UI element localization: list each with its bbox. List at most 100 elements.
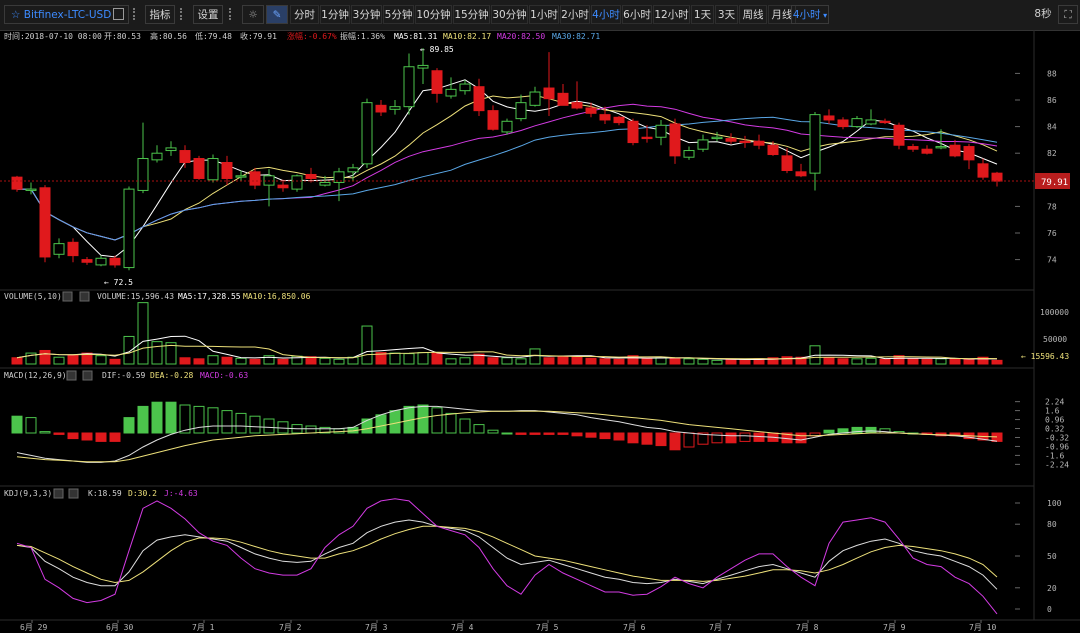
candle-body — [95, 257, 107, 266]
volume-last-label: ← 15596.43 — [1021, 352, 1069, 361]
macd-title: MACD(12,26,9) — [4, 371, 67, 380]
macd-bar — [641, 432, 653, 445]
candle-body — [739, 140, 751, 144]
volume-bar — [767, 357, 779, 365]
volume-bar — [571, 356, 583, 365]
d-line — [16, 525, 998, 584]
macd-bar — [249, 415, 261, 434]
candle-body — [921, 148, 933, 154]
indicators-button[interactable]: 指标 — [145, 5, 175, 24]
price-tick-label: 76 — [1047, 229, 1057, 238]
grid — [0, 30, 1080, 621]
volume-bar — [655, 357, 667, 365]
macd-settings-icon[interactable] — [66, 370, 77, 381]
symbol-selector[interactable]: ☆ Bitfinex-LTC-USD — [4, 5, 129, 24]
draw-tool-button[interactable]: ✎ — [266, 5, 288, 24]
k-line — [16, 519, 998, 590]
timeframe-4[interactable]: 10分钟 — [415, 5, 452, 24]
volume-bar — [921, 358, 933, 365]
timeframe-5[interactable]: 15分钟 — [453, 5, 490, 24]
timeframe-14[interactable]: 周线 — [739, 5, 767, 24]
volume-bar — [109, 358, 121, 365]
timeframe-3[interactable]: 5分钟 — [383, 5, 414, 24]
macd-bar — [753, 432, 765, 442]
timeframe-0[interactable]: 分时 — [290, 5, 319, 24]
volume-bar — [907, 358, 919, 365]
star-icon[interactable]: ☆ — [11, 9, 21, 21]
info-ma20: MA20:82.50 — [497, 32, 545, 41]
candle-body — [795, 171, 807, 177]
candle-body — [249, 171, 261, 186]
volume-bar — [501, 357, 513, 365]
macd-bar — [459, 418, 471, 434]
ma10-line — [17, 94, 998, 241]
candle-body — [263, 175, 275, 186]
info-low: 低:79.48 — [195, 31, 232, 41]
candle-body — [641, 136, 653, 140]
timeframe-11[interactable]: 12小时 — [653, 5, 690, 24]
date-tick-label: 7月 9 — [883, 623, 906, 632]
volume-bar — [557, 356, 569, 365]
candle-body — [557, 92, 569, 106]
kdj-tick-label: 0 — [1047, 605, 1052, 614]
volume-bar — [207, 355, 219, 365]
sun-icon: ☼ — [248, 9, 258, 21]
candle-body — [599, 114, 611, 121]
timeframe-8[interactable]: 2小时 — [560, 5, 590, 24]
max-price-marker: ← 89.85 — [420, 45, 454, 54]
candle-body — [655, 124, 667, 138]
candle-body — [67, 241, 79, 257]
macd-tick-label: -0.32 — [1045, 433, 1069, 442]
macd-bar — [123, 417, 135, 434]
timeframe-6[interactable]: 30分钟 — [491, 5, 528, 24]
volume-ma5-line — [16, 335, 998, 360]
timeframe-7[interactable]: 1小时 — [529, 5, 559, 24]
macd-close-icon[interactable] — [82, 370, 93, 381]
volume-bar — [487, 357, 499, 365]
timeframe-10[interactable]: 6小时 — [622, 5, 652, 24]
candle-body — [11, 176, 23, 190]
timeframe-15[interactable]: 月线 — [768, 5, 796, 24]
candle-body — [53, 243, 65, 255]
macd-bar — [515, 432, 527, 435]
kdj-settings-icon[interactable] — [53, 488, 64, 499]
volume-close-icon[interactable] — [79, 291, 90, 302]
max-price-value: 89.85 — [430, 45, 454, 54]
kdj-tick-label: 80 — [1047, 520, 1057, 529]
date-tick-label: 7月 4 — [451, 623, 474, 632]
macd-bar — [445, 412, 457, 434]
candle-body — [585, 107, 597, 114]
macd-bar — [235, 412, 247, 434]
macd-bar — [431, 407, 443, 434]
interval-dropdown[interactable]: 4小时 ▾ — [791, 5, 829, 24]
volume-settings-icon[interactable] — [62, 291, 73, 302]
price-tick-label: 78 — [1047, 202, 1057, 211]
fullscreen-button[interactable]: ⛶ — [1058, 5, 1078, 24]
kdj-title: KDJ(9,3,3) — [4, 489, 52, 498]
kdj-close-icon[interactable] — [68, 488, 79, 499]
volume-bar — [949, 358, 961, 365]
candle-body — [193, 158, 205, 179]
candle-body — [487, 110, 499, 130]
candle-body — [431, 70, 443, 94]
candle-body — [907, 146, 919, 150]
timeframe-2[interactable]: 3分钟 — [351, 5, 382, 24]
timeframe-13[interactable]: 3天 — [715, 5, 738, 24]
chart-area[interactable]: 时间:2018-07-10 08:00 开:80.53 高:80.56 低:79… — [0, 30, 1080, 633]
macd-y-axis: 2.241.60.960.32-0.32-0.96-1.6-2.24 — [1015, 398, 1069, 469]
fullscreen-icon: ⛶ — [1064, 9, 1072, 21]
kdj-k: K:18.59 — [88, 489, 122, 498]
volume-y-tick: 100000 — [1040, 308, 1069, 317]
macd-bar — [109, 432, 121, 442]
info-ma5: MA5:81.31 — [394, 32, 438, 41]
candle-body — [277, 184, 289, 189]
export-icon[interactable] — [113, 8, 124, 20]
settings-button[interactable]: 设置 — [193, 5, 223, 24]
macd-bar — [389, 410, 401, 434]
timeframe-9[interactable]: 4小时 — [591, 5, 621, 24]
theme-toggle-button[interactable]: ☼ — [242, 5, 264, 24]
volume-bar — [879, 358, 891, 365]
refresh-countdown: 8秒 — [1034, 8, 1052, 20]
timeframe-1[interactable]: 1分钟 — [320, 5, 350, 24]
timeframe-12[interactable]: 1天 — [691, 5, 714, 24]
